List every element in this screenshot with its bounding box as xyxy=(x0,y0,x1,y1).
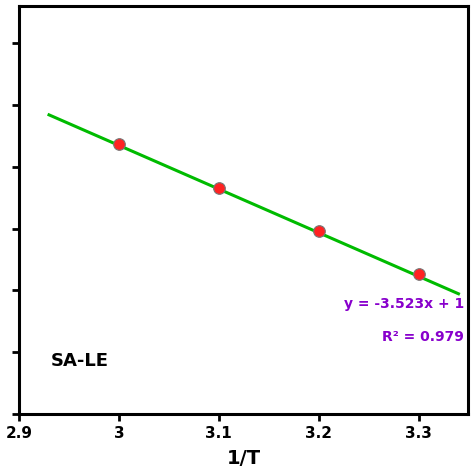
Text: y = -3.523x + 1: y = -3.523x + 1 xyxy=(344,297,464,311)
Point xyxy=(315,227,322,235)
Point xyxy=(415,271,422,278)
Point xyxy=(215,184,223,191)
X-axis label: 1/T: 1/T xyxy=(227,449,261,468)
Text: R² = 0.979: R² = 0.979 xyxy=(382,329,464,344)
Point xyxy=(115,140,123,148)
Text: SA-LE: SA-LE xyxy=(51,352,109,370)
